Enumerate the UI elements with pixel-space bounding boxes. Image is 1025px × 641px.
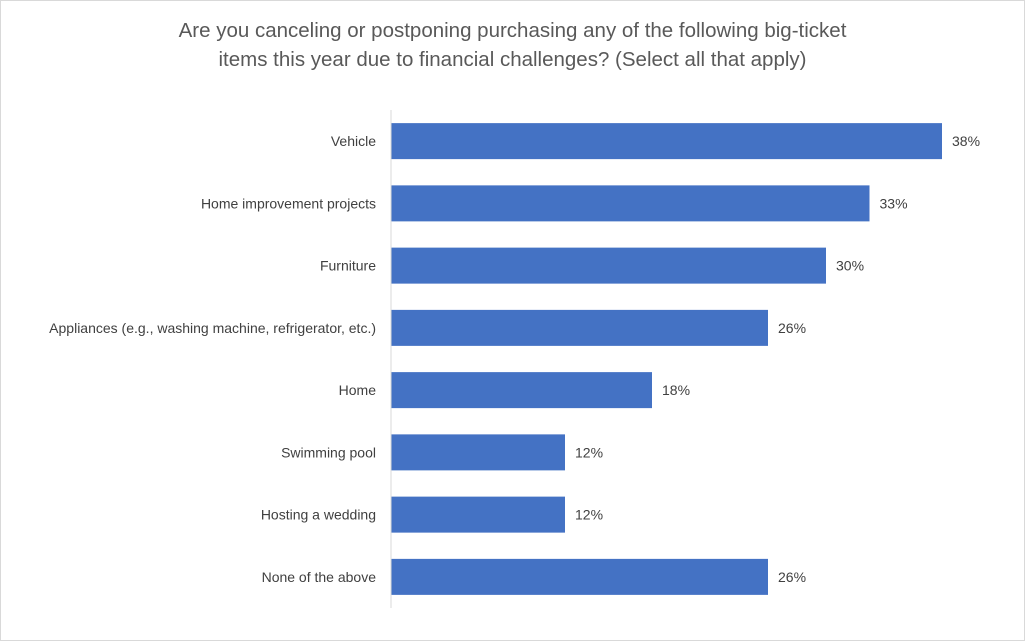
- chart-title: Are you canceling or postponing purchasi…: [0, 16, 1025, 74]
- category-label-6: Hosting a wedding: [261, 507, 376, 523]
- category-labels: Vehicle Home improvement projects Furnitur…: [49, 133, 376, 585]
- category-label-2: Furniture: [320, 258, 376, 274]
- category-label-0: Vehicle: [331, 133, 376, 149]
- value-label-0: 38%: [952, 133, 980, 149]
- value-label-1: 33%: [880, 195, 908, 211]
- bar-0: [391, 123, 942, 160]
- value-label-5: 12%: [575, 444, 603, 460]
- value-label-4: 18%: [662, 382, 690, 398]
- category-label-4: Home: [339, 382, 377, 398]
- category-label-7: None of the above: [262, 569, 377, 585]
- value-label-7: 26%: [778, 569, 806, 585]
- bar-series: [391, 123, 942, 595]
- bar-7: [391, 558, 768, 595]
- value-label-3: 26%: [778, 320, 806, 336]
- chart-title-line-1: Are you canceling or postponing purchasi…: [178, 19, 847, 42]
- category-label-5: Swimming pool: [281, 444, 376, 460]
- value-label-2: 30%: [836, 258, 864, 274]
- bar-5: [391, 434, 565, 471]
- category-label-1: Home improvement projects: [201, 195, 376, 211]
- bar-2: [391, 247, 826, 284]
- bar-4: [391, 372, 652, 409]
- category-label-3: Appliances (e.g., washing machine, refri…: [49, 320, 376, 336]
- value-label-6: 12%: [575, 507, 603, 523]
- chart-title-line-2: items this year due to financial challen…: [218, 48, 807, 71]
- value-labels: 38% 33% 30% 26% 18% 12% 12% 26%: [575, 133, 980, 585]
- bar-3: [391, 309, 768, 346]
- bar-1: [391, 185, 870, 222]
- bar-6: [391, 496, 565, 533]
